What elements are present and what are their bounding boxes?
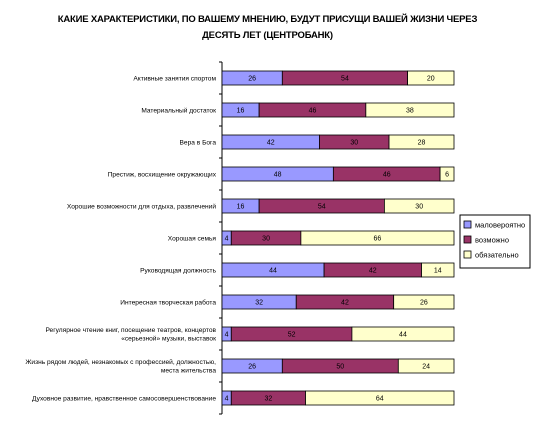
category-label-line: Материальный достаток [141,106,216,114]
data-label: 14 [434,268,442,275]
legend-swatch [463,220,472,229]
data-label: 6 [445,172,449,179]
data-label: 46 [383,172,391,179]
data-label: 42 [369,268,377,275]
category-label-line: Духовное развитие, нравственное самосове… [32,395,216,402]
category-label: Престиж, восхищение окружающих [108,171,217,178]
data-label: 4 [225,396,229,403]
category-label: Хорошие возможности для отдыха, развлече… [67,202,216,210]
category-label: Хорошая семья [168,235,217,242]
legend-box [459,214,531,269]
category-label-line: Престиж, восхищение окружающих [108,171,217,178]
data-label: 42 [341,300,349,307]
category-label: Интересная творческая работа [120,298,216,306]
data-label: 54 [318,204,326,211]
bar-segment [300,230,455,246]
category-label-line: Руководящая должность [140,267,216,274]
data-label: 20 [427,76,435,83]
data-label: 4 [225,236,229,243]
category-label-line: Вера в Бога [180,139,217,146]
data-label: 66 [374,236,382,243]
data-label: 54 [341,76,349,83]
data-label: 4 [225,332,229,339]
data-label: 32 [265,396,273,403]
category-label-line: «серьезной» музыки, выставок [121,335,216,343]
category-label: Духовное развитие, нравственное самосове… [32,395,216,402]
category-label-line: Жизнь рядом людей, незнакомых с професси… [25,358,216,366]
bar-segment [439,166,455,182]
data-label: 16 [237,204,245,211]
bar-segment [383,198,455,214]
chart-title-line-2: ДЕСЯТЬ ЛЕТ (ЦЕНТРОБАНК) [202,30,333,41]
data-label: 38 [406,108,414,115]
data-label: 48 [274,172,282,179]
chart-title-line-1: КАКИЕ ХАРАКТЕРИСТИКИ, ПО ВАШЕМУ МНЕНИЮ, … [57,14,478,25]
category-label: Жизнь рядом людей, незнакомых с професси… [25,358,216,375]
data-label: 26 [420,300,428,307]
data-label: 30 [350,140,358,147]
category-label: Вера в Бога [180,139,217,146]
legend-swatch [463,235,472,244]
legend-label: обязательно [475,251,519,260]
data-label: 64 [376,396,384,403]
category-label-line: места жительства [161,368,216,375]
bar-segment [397,358,455,374]
data-label: 28 [418,140,426,147]
category-label: Материальный достаток [141,106,216,114]
bar-segment [421,262,455,278]
bar-segment [365,102,455,118]
legend-swatch [463,250,472,259]
data-label: 26 [248,76,256,83]
bar-segment [351,326,455,342]
data-label: 30 [415,204,423,211]
category-label-line: Регулярное чтение книг, посещение театро… [45,327,216,334]
data-label: 42 [267,140,275,147]
category-label: Активные занятия спортом [133,75,216,82]
category-label-line: Активные занятия спортом [133,75,216,82]
category-label: Руководящая должность [140,267,216,274]
legend-label: возможно [475,236,509,245]
data-label: 52 [288,332,296,339]
data-label: 26 [248,364,256,371]
data-label: 32 [255,300,263,307]
data-label: 44 [399,332,407,339]
data-label: 24 [422,364,430,371]
category-label-line: Хорошая семья [168,235,217,242]
category-label-line: Интересная творческая работа [120,298,216,306]
bar-segment [407,70,455,86]
category-label-line: Хорошие возможности для отдыха, развлече… [67,202,216,210]
category-label: Регулярное чтение книг, посещение театро… [45,327,216,343]
data-label: 46 [309,108,317,115]
data-label: 16 [237,108,245,115]
data-label: 44 [269,268,277,275]
data-label: 50 [336,364,344,371]
legend-label: маловероятно [475,221,525,230]
data-label: 30 [262,236,270,243]
bar-segment [393,294,455,310]
bar-segment [305,390,455,406]
bar-segment [388,134,455,150]
